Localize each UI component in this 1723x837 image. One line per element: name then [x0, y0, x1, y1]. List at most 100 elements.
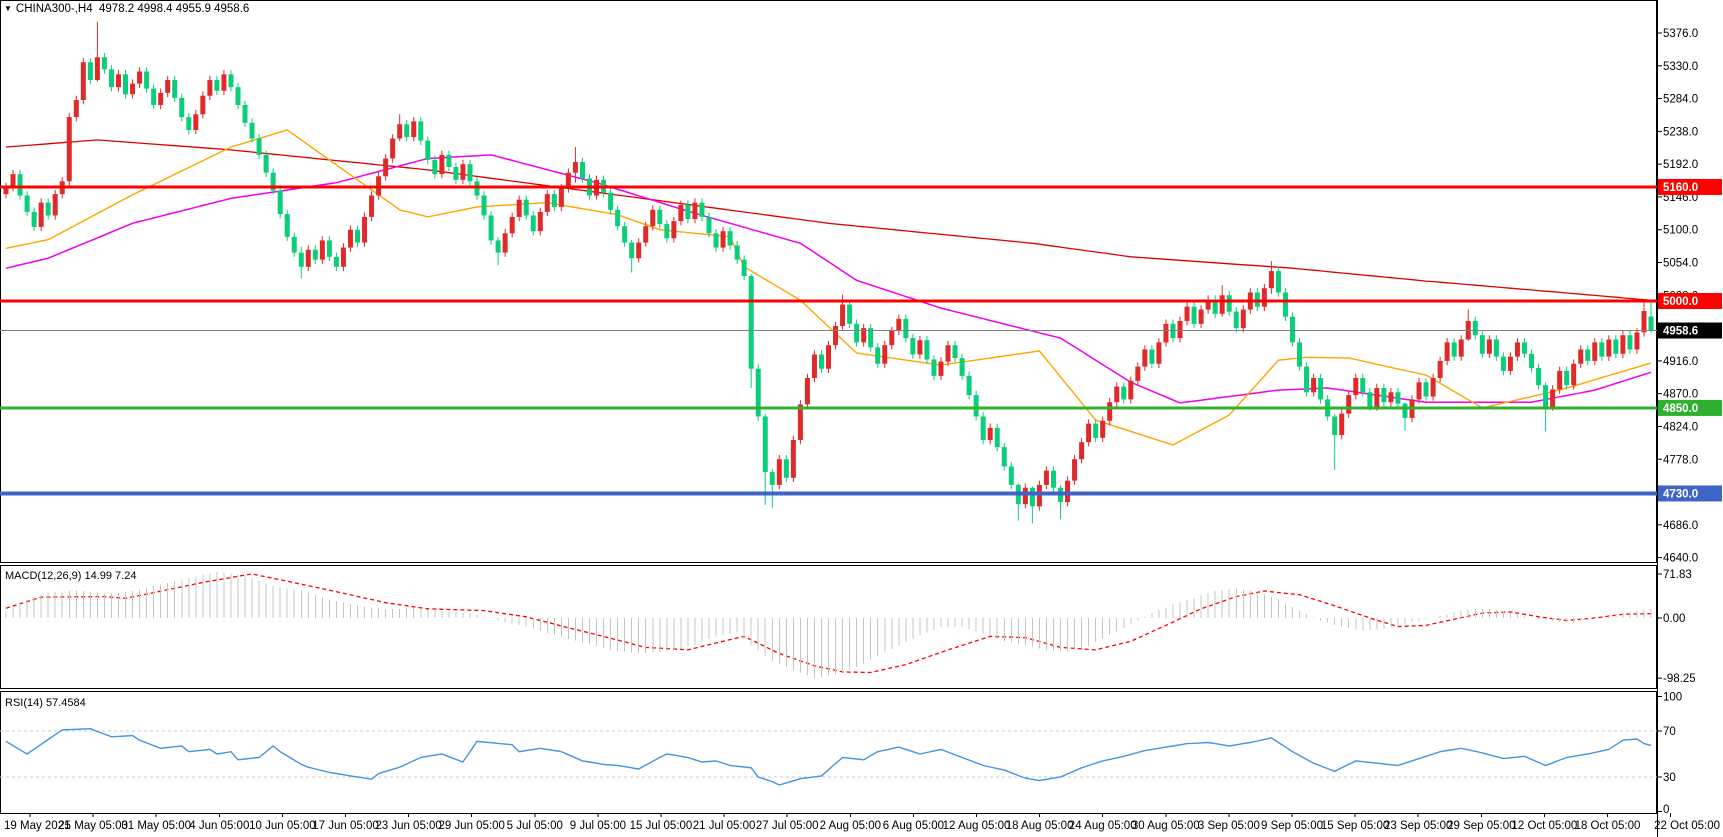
candles-group — [3, 21, 1654, 524]
candle — [1388, 392, 1394, 403]
candle — [1135, 366, 1141, 381]
candle — [847, 304, 853, 324]
candle — [31, 211, 37, 227]
candle — [804, 377, 810, 405]
candle — [938, 361, 944, 376]
candle — [404, 124, 410, 138]
candle — [734, 245, 740, 260]
candle — [608, 192, 614, 210]
candle — [369, 195, 375, 217]
price-level-badge-text: 4850.0 — [1663, 403, 1698, 415]
candle — [671, 221, 677, 239]
price-tick-label: 4686.0 — [1663, 520, 1698, 532]
macd-tick-label: -98.25 — [1663, 673, 1696, 685]
candle — [615, 209, 621, 227]
candle — [551, 194, 557, 207]
candle — [706, 216, 712, 234]
date-tick-label: 4 Jun 05:00 — [189, 820, 249, 832]
collapse-triangle-icon[interactable]: ▼ — [4, 4, 12, 13]
candle — [242, 104, 248, 123]
candle — [1585, 349, 1591, 361]
candle — [1521, 342, 1527, 354]
symbol-title: ▼ CHINA300-,H4 4978.2 4998.4 4955.9 4958.… — [4, 3, 249, 15]
candle — [755, 368, 761, 417]
candle — [1198, 309, 1204, 324]
candle — [657, 209, 663, 225]
candle — [460, 164, 466, 180]
candle — [1620, 335, 1626, 354]
candle — [1261, 288, 1267, 307]
candle — [1507, 356, 1513, 371]
candle — [38, 202, 44, 227]
candle — [108, 69, 114, 88]
candle — [565, 172, 571, 189]
candle — [1050, 470, 1056, 488]
rsi-panel: 100 70 30 0 — [0, 692, 1682, 816]
candle — [1529, 353, 1535, 369]
candle — [115, 74, 121, 88]
date-tick-label: 22 Oct 05:00 — [1654, 820, 1720, 832]
candle — [1008, 466, 1014, 485]
candle — [3, 186, 9, 195]
candle — [1318, 377, 1324, 400]
candle — [959, 358, 965, 376]
price-level-badge-text: 5000.0 — [1663, 296, 1698, 308]
price-tick-label: 5238.0 — [1663, 126, 1698, 138]
macd-tick-label: 71.83 — [1663, 569, 1692, 581]
candle — [1226, 295, 1232, 312]
candle — [1543, 385, 1549, 407]
candle — [629, 242, 635, 259]
candle — [1093, 423, 1099, 438]
symbol-name: CHINA300-,H4 — [15, 3, 93, 15]
price-level-badge — [1658, 322, 1722, 339]
candle — [1564, 370, 1570, 386]
candle — [1128, 380, 1134, 400]
candle — [1634, 332, 1640, 350]
candle — [1536, 368, 1542, 386]
candle — [713, 233, 719, 248]
candle — [1627, 335, 1633, 350]
candle — [45, 202, 51, 216]
candle — [1592, 342, 1598, 361]
price-axis[interactable]: 5376.05330.05284.05238.05192.05146.05100… — [1657, 28, 1722, 565]
candle — [305, 249, 311, 267]
candle — [312, 249, 318, 260]
candle — [664, 224, 670, 239]
date-tick-label: 21 Jul 05:00 — [693, 820, 756, 832]
candle — [1332, 416, 1338, 436]
candle — [987, 427, 993, 441]
date-tick-label: 19 May 2021 — [4, 820, 71, 832]
candle — [1268, 271, 1274, 289]
date-tick-label: 30 Aug 05:00 — [1132, 820, 1200, 832]
candle — [1086, 423, 1092, 443]
date-tick-label: 25 May 05:00 — [58, 820, 128, 832]
candle — [362, 216, 368, 243]
candle — [783, 459, 789, 478]
candle — [1163, 323, 1169, 343]
candle — [530, 215, 536, 232]
candle — [1381, 387, 1387, 403]
candle — [411, 121, 417, 138]
candle — [432, 159, 438, 175]
candle — [319, 240, 325, 260]
candle — [903, 318, 909, 339]
date-tick-label: 12 Aug 05:00 — [943, 820, 1011, 832]
candle — [692, 202, 698, 220]
candle — [1282, 292, 1288, 317]
candle — [101, 57, 107, 70]
candle — [1100, 420, 1106, 438]
candle — [1142, 349, 1148, 367]
candle — [1001, 447, 1007, 467]
candle — [1184, 306, 1190, 321]
candle — [73, 100, 79, 118]
date-tick-label: 2 Aug 05:00 — [820, 820, 881, 832]
candle — [889, 330, 895, 346]
candle — [10, 174, 16, 187]
candle — [347, 229, 353, 248]
ohlc-quote: 4978.2 4998.4 4955.9 4958.6 — [99, 3, 250, 15]
date-tick-label: 10 Jun 05:00 — [249, 820, 316, 832]
candle — [1240, 309, 1246, 329]
